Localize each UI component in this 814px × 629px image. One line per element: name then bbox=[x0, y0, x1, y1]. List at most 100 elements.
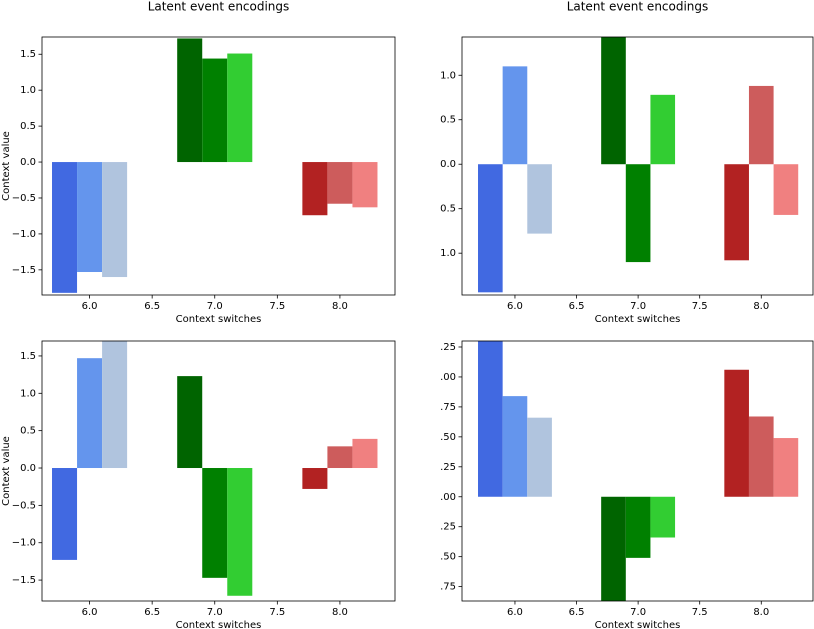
y-tick-label: 1.5 bbox=[20, 49, 36, 60]
y-tick-label: 1.0 bbox=[440, 248, 456, 259]
axes-frame bbox=[41, 340, 396, 602]
bar bbox=[177, 376, 203, 469]
subplot: 6.0 6.5 7.0 7.5 8.0 .25 .00 .75 .50 .25 .00 .25 .50.… bbox=[440, 340, 814, 629]
x-axis-label: Context switches bbox=[176, 314, 262, 325]
bar bbox=[102, 341, 128, 469]
x-tick-label: 8.0 bbox=[753, 301, 769, 312]
x-tick-label: 6.0 bbox=[507, 607, 523, 618]
chart-title: Latent event encodings bbox=[148, 0, 290, 14]
chart-title: Latent event encodings bbox=[567, 0, 709, 14]
bar bbox=[650, 94, 676, 165]
y-axis-label: Context value bbox=[1, 131, 12, 201]
x-tick-label: 6.5 bbox=[569, 301, 585, 312]
y-tick-label: −1.0 bbox=[12, 229, 36, 240]
subplot: 6.0 6.5 7.0 7.5 8.0 1.5 1.0 0.5 0.0 −0.5 −1.0 −1.5 L… bbox=[1, 0, 396, 325]
subplot: 6.0 6.5 7.0 7.5 8.0 1.0 0.5 0.0 0.5 1.0 Latent eve… bbox=[440, 0, 814, 325]
y-tick-label: 0.0 bbox=[440, 159, 456, 170]
bar bbox=[478, 164, 503, 293]
bar bbox=[102, 162, 128, 278]
y-tick-label: 0.0 bbox=[20, 157, 36, 168]
bar bbox=[527, 164, 552, 234]
axes-frame bbox=[41, 36, 396, 296]
bar bbox=[352, 162, 378, 208]
y-tick-label: −0.5 bbox=[12, 193, 36, 204]
bar bbox=[202, 468, 228, 578]
bar bbox=[601, 496, 626, 601]
y-tick-label: .75 bbox=[440, 402, 456, 413]
y-tick-label: 0.5 bbox=[20, 426, 36, 437]
y-tick-label: .50 bbox=[440, 552, 456, 563]
bar bbox=[352, 438, 378, 469]
bar bbox=[302, 162, 328, 216]
bar bbox=[502, 66, 528, 165]
y-tick-label: −1.5 bbox=[12, 265, 36, 276]
x-tick-label: 8.0 bbox=[753, 607, 769, 618]
bar bbox=[773, 164, 799, 215]
y-tick-label: .25 bbox=[440, 522, 456, 533]
x-tick-label: 6.0 bbox=[82, 301, 98, 312]
y-tick-label: .00 bbox=[440, 492, 456, 503]
y-tick-label: 1.0 bbox=[20, 85, 36, 96]
x-axis-label: Context switches bbox=[176, 620, 262, 629]
bar bbox=[650, 496, 676, 538]
bar bbox=[52, 468, 78, 560]
subplot: 6.0 6.5 7.0 7.5 8.0 1.5 1.0 0.5 0.0 −0.5 −1.0 −1.5 C… bbox=[1, 340, 396, 629]
x-tick-label: 8.0 bbox=[332, 301, 348, 312]
bar bbox=[773, 438, 799, 497]
x-tick-label: 6.5 bbox=[144, 607, 160, 618]
x-tick-label: 7.0 bbox=[207, 607, 223, 618]
y-tick-label: 0.5 bbox=[440, 115, 456, 126]
x-tick-label: 7.5 bbox=[269, 301, 285, 312]
y-tick-label: .00 bbox=[440, 372, 456, 383]
bar bbox=[724, 369, 749, 497]
y-tick-label: .50 bbox=[440, 432, 456, 443]
bar bbox=[601, 37, 626, 165]
x-tick-label: 6.5 bbox=[569, 607, 585, 618]
bar bbox=[77, 358, 103, 469]
y-tick-label: 1.0 bbox=[440, 70, 456, 81]
x-tick-label: 6.0 bbox=[507, 301, 523, 312]
bar bbox=[502, 396, 528, 497]
x-tick-label: 7.5 bbox=[692, 301, 708, 312]
x-tick-label: 7.0 bbox=[630, 607, 646, 618]
bar bbox=[227, 468, 253, 596]
bar bbox=[748, 85, 774, 165]
bar bbox=[327, 446, 353, 469]
y-axis-label: Context value bbox=[1, 436, 12, 506]
x-tick-label: 7.0 bbox=[630, 301, 646, 312]
x-tick-label: 6.5 bbox=[144, 301, 160, 312]
bar bbox=[227, 53, 253, 163]
y-tick-label: .25 bbox=[440, 462, 456, 473]
bar bbox=[302, 468, 328, 489]
bar bbox=[327, 162, 353, 204]
y-tick-label: .75 bbox=[440, 582, 456, 593]
bar bbox=[724, 164, 749, 261]
x-tick-label: 7.5 bbox=[269, 607, 285, 618]
bar bbox=[527, 417, 552, 497]
x-axis-label: Context switches bbox=[595, 314, 681, 325]
x-tick-label: 6.0 bbox=[82, 607, 98, 618]
y-tick-label: −0.5 bbox=[12, 500, 36, 511]
axes-frame bbox=[461, 340, 814, 602]
x-axis-label: Context switches bbox=[595, 620, 681, 629]
bar bbox=[202, 58, 228, 163]
bar bbox=[748, 416, 774, 497]
bar bbox=[478, 341, 503, 497]
bar bbox=[625, 496, 651, 558]
y-tick-label: −1.0 bbox=[12, 538, 36, 549]
x-tick-label: 8.0 bbox=[332, 607, 348, 618]
bar bbox=[177, 38, 203, 163]
y-tick-label: .25 bbox=[440, 342, 456, 353]
x-tick-label: 7.5 bbox=[692, 607, 708, 618]
bar bbox=[77, 162, 103, 273]
y-tick-label: 1.0 bbox=[20, 388, 36, 399]
axes-frame bbox=[461, 36, 814, 296]
bar bbox=[52, 162, 78, 293]
y-tick-label: 0.0 bbox=[20, 463, 36, 474]
y-tick-label: 1.5 bbox=[20, 351, 36, 362]
y-tick-label: −1.5 bbox=[12, 575, 36, 586]
y-tick-label: 0.5 bbox=[440, 204, 456, 215]
bar bbox=[625, 164, 651, 263]
y-tick-label: 0.5 bbox=[20, 121, 36, 132]
